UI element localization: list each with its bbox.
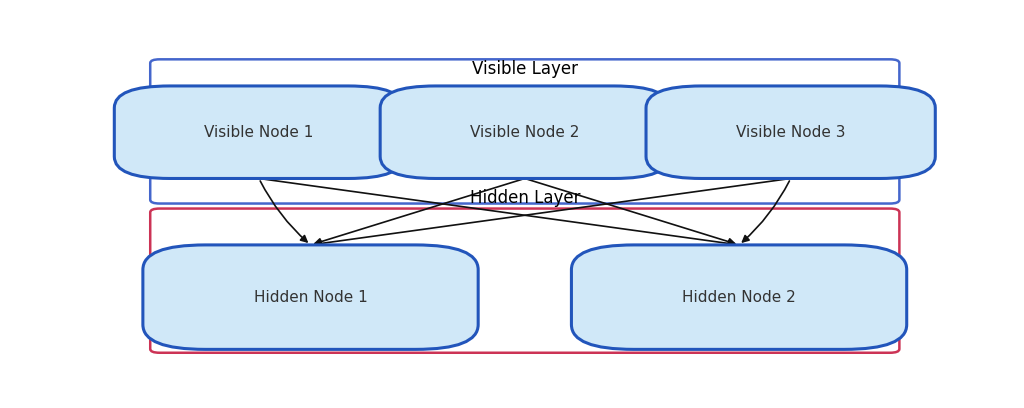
Text: Visible Node 3: Visible Node 3 bbox=[736, 125, 846, 140]
FancyBboxPatch shape bbox=[380, 86, 670, 178]
Text: Hidden Layer: Hidden Layer bbox=[470, 189, 580, 207]
Text: Visible Node 2: Visible Node 2 bbox=[470, 125, 580, 140]
FancyBboxPatch shape bbox=[151, 59, 899, 204]
FancyBboxPatch shape bbox=[143, 245, 478, 349]
Text: Visible Layer: Visible Layer bbox=[472, 60, 578, 78]
Text: Hidden Node 2: Hidden Node 2 bbox=[682, 290, 796, 305]
FancyBboxPatch shape bbox=[151, 208, 899, 353]
Text: Hidden Node 1: Hidden Node 1 bbox=[254, 290, 368, 305]
FancyBboxPatch shape bbox=[646, 86, 935, 178]
Text: Visible Node 1: Visible Node 1 bbox=[204, 125, 313, 140]
FancyBboxPatch shape bbox=[571, 245, 906, 349]
FancyBboxPatch shape bbox=[115, 86, 403, 178]
